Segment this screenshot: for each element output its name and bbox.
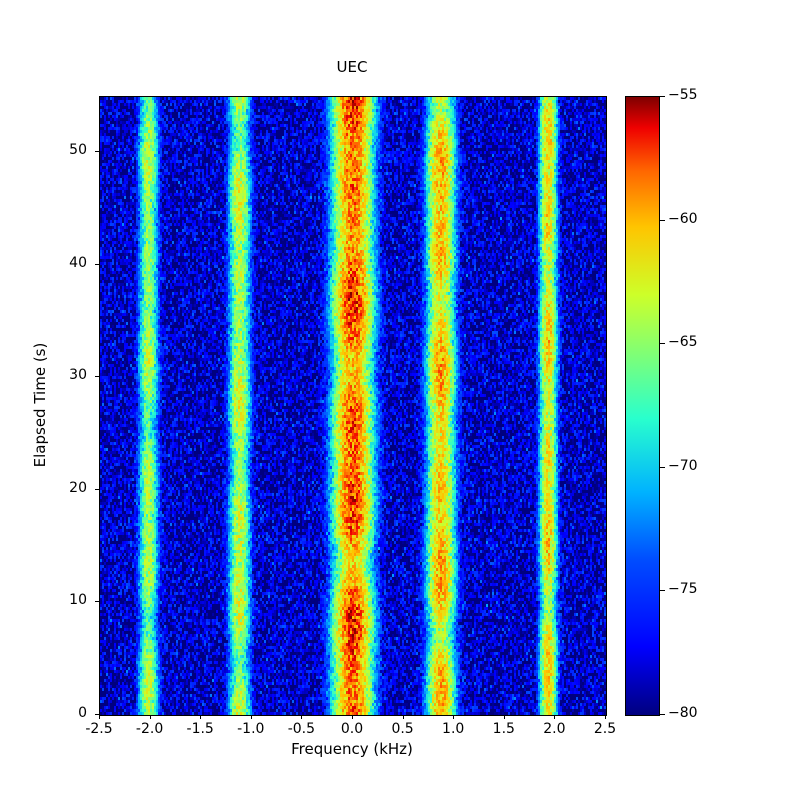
- colorbar-tick-mark: [660, 714, 665, 715]
- colorbar-tick-label: −65: [668, 334, 698, 351]
- spectrogram-image: [100, 97, 606, 715]
- x-tick-mark: [605, 715, 606, 719]
- y-tick-mark: [95, 151, 99, 153]
- y-tick-mark: [95, 714, 99, 715]
- x-tick-mark: [503, 715, 505, 719]
- x-tick-label: 1.5: [492, 721, 515, 737]
- x-tick-label: 2.5: [593, 721, 617, 737]
- y-tick-label: 0: [78, 705, 87, 721]
- y-tick-mark: [95, 488, 99, 490]
- colorbar-tick-label: −75: [668, 581, 698, 598]
- colorbar-tick-label: −80: [668, 705, 698, 721]
- x-tick-mark: [200, 715, 202, 719]
- x-tick-label: -2.5: [85, 721, 113, 737]
- y-tick-label: 40: [69, 254, 87, 271]
- colorbar-tick-mark: [660, 590, 665, 592]
- x-tick-mark: [554, 715, 556, 719]
- y-axis-label: Elapsed Time (s): [31, 342, 49, 468]
- colorbar-tick-mark: [660, 343, 665, 345]
- x-tick-label: -1.5: [186, 721, 214, 737]
- x-tick-mark: [99, 715, 100, 719]
- x-axis-label: Frequency (kHz): [291, 740, 413, 758]
- x-tick-label: -1.0: [237, 721, 265, 737]
- x-tick-mark: [402, 715, 404, 719]
- colorbar-tick-label: −60: [668, 210, 698, 227]
- colorbar-gradient: [626, 97, 659, 715]
- colorbar-tick-mark: [660, 219, 665, 221]
- colorbar-tick-mark: [660, 96, 665, 97]
- x-tick-mark: [250, 715, 252, 719]
- colorbar-tick-label: −70: [668, 457, 698, 474]
- x-tick-label: 0.5: [391, 721, 414, 737]
- x-tick-label: 1.0: [442, 721, 465, 737]
- colorbar-tick-label: −55: [668, 87, 698, 103]
- title-line-station: UEC: [336, 58, 368, 76]
- y-tick-label: 10: [69, 592, 87, 609]
- y-tick-mark: [95, 601, 99, 603]
- y-tick-label: 20: [69, 479, 87, 496]
- x-tick-mark: [301, 715, 303, 719]
- x-tick-label: -2.0: [135, 721, 164, 737]
- colorbar: [625, 96, 660, 716]
- x-tick-mark: [453, 715, 455, 719]
- y-tick-mark: [95, 376, 99, 378]
- y-tick-label: 50: [69, 142, 87, 159]
- x-tick-mark: [149, 715, 151, 719]
- y-tick-label: 30: [69, 367, 87, 384]
- colorbar-tick-mark: [660, 466, 665, 468]
- x-tick-mark: [352, 715, 353, 719]
- x-tick-label: 2.0: [543, 721, 566, 737]
- x-tick-label: -0.5: [287, 721, 316, 737]
- spectrogram-plot[interactable]: [99, 96, 607, 716]
- x-tick-label: 0.0: [340, 721, 364, 737]
- y-tick-mark: [95, 263, 99, 265]
